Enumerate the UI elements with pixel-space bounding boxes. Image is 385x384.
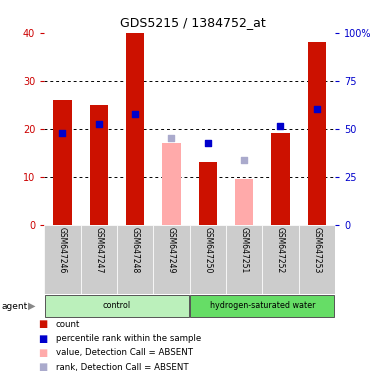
Bar (199, 162, 217, 225)
Bar (153, 225, 190, 294)
Bar (80, 225, 117, 294)
Text: GSM647249: GSM647249 (167, 227, 176, 273)
Text: agent: agent (2, 302, 28, 311)
Text: GSM647252: GSM647252 (276, 227, 285, 273)
Bar (299, 225, 335, 294)
Text: ▶: ▶ (28, 301, 35, 311)
Text: GSM647246: GSM647246 (58, 227, 67, 273)
Text: rank, Detection Call = ABSENT: rank, Detection Call = ABSENT (56, 362, 188, 372)
Text: GSM647247: GSM647247 (94, 227, 103, 273)
Bar (117, 225, 153, 294)
Point (205, 140, 211, 146)
Text: GDS5215 / 1384752_at: GDS5215 / 1384752_at (120, 16, 265, 29)
Text: count: count (56, 320, 80, 329)
Point (277, 123, 283, 129)
Bar (162, 143, 181, 225)
Bar (262, 225, 299, 294)
Text: value, Detection Call = ABSENT: value, Detection Call = ABSENT (56, 348, 193, 358)
Bar (54, 100, 72, 225)
Text: percentile rank within the sample: percentile rank within the sample (56, 334, 201, 343)
Text: ■: ■ (38, 319, 48, 329)
Point (59, 131, 65, 137)
Text: GSM647251: GSM647251 (239, 227, 249, 273)
Text: GSM647248: GSM647248 (131, 227, 140, 273)
Bar (126, 33, 144, 225)
Bar (226, 225, 262, 294)
Bar (308, 42, 326, 225)
Bar (90, 105, 108, 225)
Point (168, 135, 174, 141)
Bar (190, 225, 226, 294)
Bar (190, 295, 334, 318)
Text: GSM647250: GSM647250 (203, 227, 212, 273)
Text: ■: ■ (38, 334, 48, 344)
Text: control: control (103, 301, 131, 310)
Bar (235, 179, 253, 225)
Bar (44, 225, 80, 294)
Point (96, 121, 102, 127)
Text: GSM647253: GSM647253 (312, 227, 321, 273)
Point (314, 106, 320, 113)
Bar (271, 134, 290, 225)
Text: ■: ■ (38, 362, 48, 372)
Point (241, 157, 247, 163)
Text: hydrogen-saturated water: hydrogen-saturated water (209, 301, 315, 310)
Bar (45, 295, 189, 318)
Point (132, 111, 138, 118)
Text: ■: ■ (38, 348, 48, 358)
